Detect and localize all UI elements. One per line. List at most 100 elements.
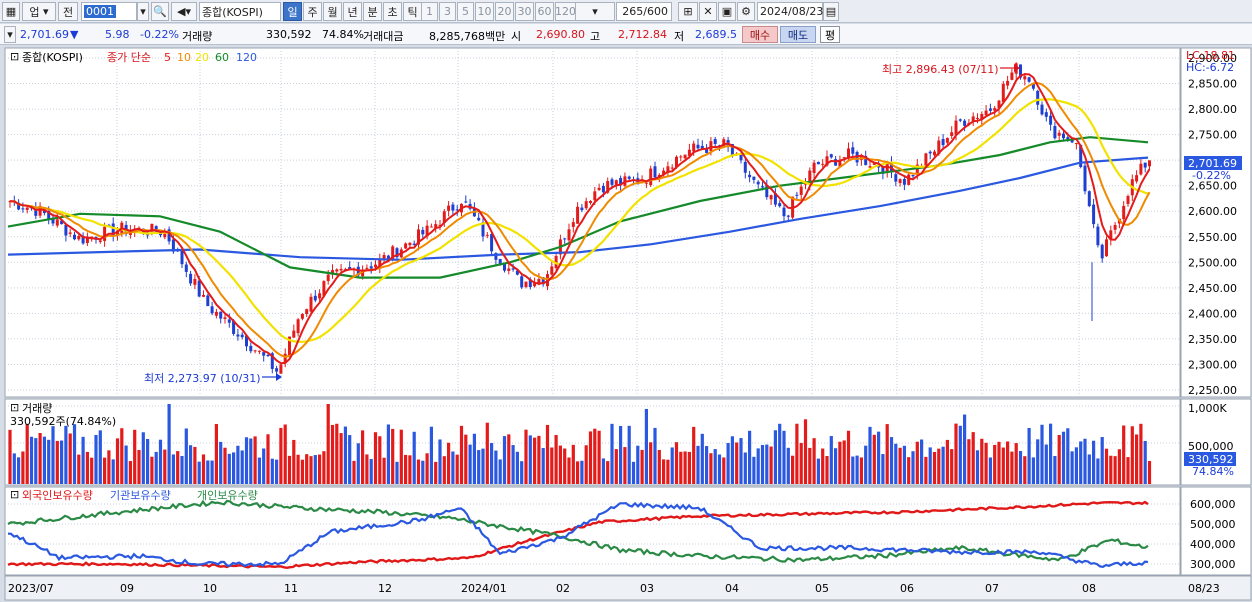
volume-bar	[189, 445, 193, 484]
prev-button[interactable]: 전	[58, 2, 78, 21]
candle-body	[769, 195, 773, 200]
x-label-4: 12	[378, 582, 392, 595]
interval-button-120[interactable]: 120	[555, 2, 576, 21]
candle-body	[997, 100, 1001, 109]
candle-body	[322, 281, 326, 296]
candle-body	[253, 350, 257, 352]
candle-body	[563, 238, 567, 240]
candle-body	[451, 204, 455, 211]
market-dropdown[interactable]: 업 ▾	[22, 2, 56, 21]
period-tab-3[interactable]: 년	[343, 2, 362, 21]
sell-button[interactable]: 매도	[780, 26, 816, 43]
volume-bar	[352, 460, 356, 484]
candle-body	[361, 269, 365, 277]
chart-area[interactable]: 2,900.002,850.002,800.002,750.002,700.00…	[0, 46, 1252, 602]
ma-legend: 5 10 20 60 120	[164, 51, 257, 64]
interval-button-1[interactable]: 1	[421, 2, 438, 21]
candle-body	[902, 178, 906, 185]
volume-bar	[176, 451, 180, 484]
code-input[interactable]: 0001	[81, 2, 137, 21]
buy-button[interactable]: 매수	[742, 26, 778, 43]
volume-bar	[825, 456, 829, 484]
legend-individual: 개인보유수량	[197, 489, 258, 502]
volume-bar	[907, 457, 911, 484]
code-dropdown-icon[interactable]: ▾	[137, 2, 149, 21]
candle-body	[374, 264, 377, 268]
candle-body	[610, 179, 614, 185]
volume-bar	[1126, 457, 1130, 484]
volume-bar	[386, 424, 390, 484]
save-icon[interactable]: ▣	[718, 2, 736, 21]
interval-button-3[interactable]: 3	[439, 2, 456, 21]
candle-body	[17, 202, 21, 210]
quote-info-bar: ▾ 2,701.69 ▼ 5.98 -0.22% 거래량 330,592 74.…	[0, 24, 1252, 45]
volume-bar	[687, 451, 691, 484]
volume-bar	[937, 448, 941, 484]
candle-body	[911, 174, 915, 177]
candle-body	[171, 239, 175, 252]
candle-body	[614, 180, 618, 185]
volume-bar	[812, 438, 816, 484]
volume-bar	[1018, 450, 1023, 484]
candle-body	[842, 157, 846, 159]
interval-button-5[interactable]: 5	[457, 2, 474, 21]
interval-button-30[interactable]: 30	[515, 2, 534, 21]
period-tab-0[interactable]: 일	[283, 2, 302, 21]
toggle-grid-icon[interactable]: ▦	[2, 2, 20, 21]
volume-bar	[223, 447, 227, 484]
volume-bar	[163, 449, 167, 484]
period-tab-5[interactable]: 초	[383, 2, 402, 21]
volume-bar	[730, 436, 734, 484]
volume-bar	[309, 456, 313, 484]
crosshair-icon[interactable]: ✕	[699, 2, 717, 21]
volume-bar	[606, 461, 610, 484]
volume-bar	[631, 461, 636, 484]
candle-body	[464, 201, 468, 203]
settings-grid-icon[interactable]: ⊞	[678, 2, 698, 21]
eval-button[interactable]: 평	[820, 26, 840, 43]
stock-name-input[interactable]: 종합(KOSPI)	[199, 2, 281, 21]
volume-bar	[438, 439, 442, 484]
calendar-icon[interactable]: ▤	[823, 2, 839, 21]
period-tab-1[interactable]: 주	[303, 2, 322, 21]
volume-bar	[988, 457, 992, 484]
candle-body	[292, 330, 296, 338]
period-tab-4[interactable]: 분	[363, 2, 382, 21]
holding-tick-1: 500,000	[1190, 518, 1236, 531]
volume-bar	[1122, 425, 1126, 484]
volume-bar	[12, 453, 16, 484]
volume-pct-value: 74.84%	[322, 28, 364, 41]
volume-bars	[8, 404, 1152, 484]
volume-bar	[1117, 449, 1121, 484]
volume-bar	[171, 454, 175, 484]
count-input[interactable]: 265/600	[616, 2, 672, 21]
volume-bar	[115, 438, 120, 484]
low-annotation: 최저 2,273.97 (10/31)	[144, 372, 261, 385]
search-icon[interactable]: 🔍	[151, 2, 169, 21]
candle-body	[1010, 72, 1014, 80]
volume-bar	[571, 444, 575, 484]
interval-dropdown[interactable]: ▾	[575, 2, 615, 21]
date-input[interactable]: 2024/08/23	[757, 2, 823, 21]
interval-button-20[interactable]: 20	[495, 2, 514, 21]
candle-body	[885, 163, 889, 173]
candle-body	[907, 174, 911, 185]
candle-body	[1057, 132, 1061, 136]
interval-button-10[interactable]: 10	[475, 2, 494, 21]
expand-icon[interactable]: ▾	[4, 26, 16, 43]
volume-bar	[816, 458, 820, 484]
candle-body	[180, 249, 184, 265]
volume-bar	[1044, 444, 1048, 484]
candle-body	[928, 151, 932, 154]
interval-button-60[interactable]: 60	[535, 2, 554, 21]
volume-bar	[674, 442, 679, 484]
candle-body	[1074, 143, 1078, 145]
candle-body	[232, 320, 236, 334]
candle-body	[988, 108, 992, 111]
volume-last-text: 330,592	[1188, 453, 1234, 466]
period-tab-6[interactable]: 틱	[403, 2, 422, 21]
volume-bar	[915, 441, 919, 484]
gear-icon[interactable]: ⚙	[737, 2, 755, 21]
speaker-icon[interactable]: ◀▾	[171, 2, 197, 21]
period-tab-2[interactable]: 월	[323, 2, 342, 21]
